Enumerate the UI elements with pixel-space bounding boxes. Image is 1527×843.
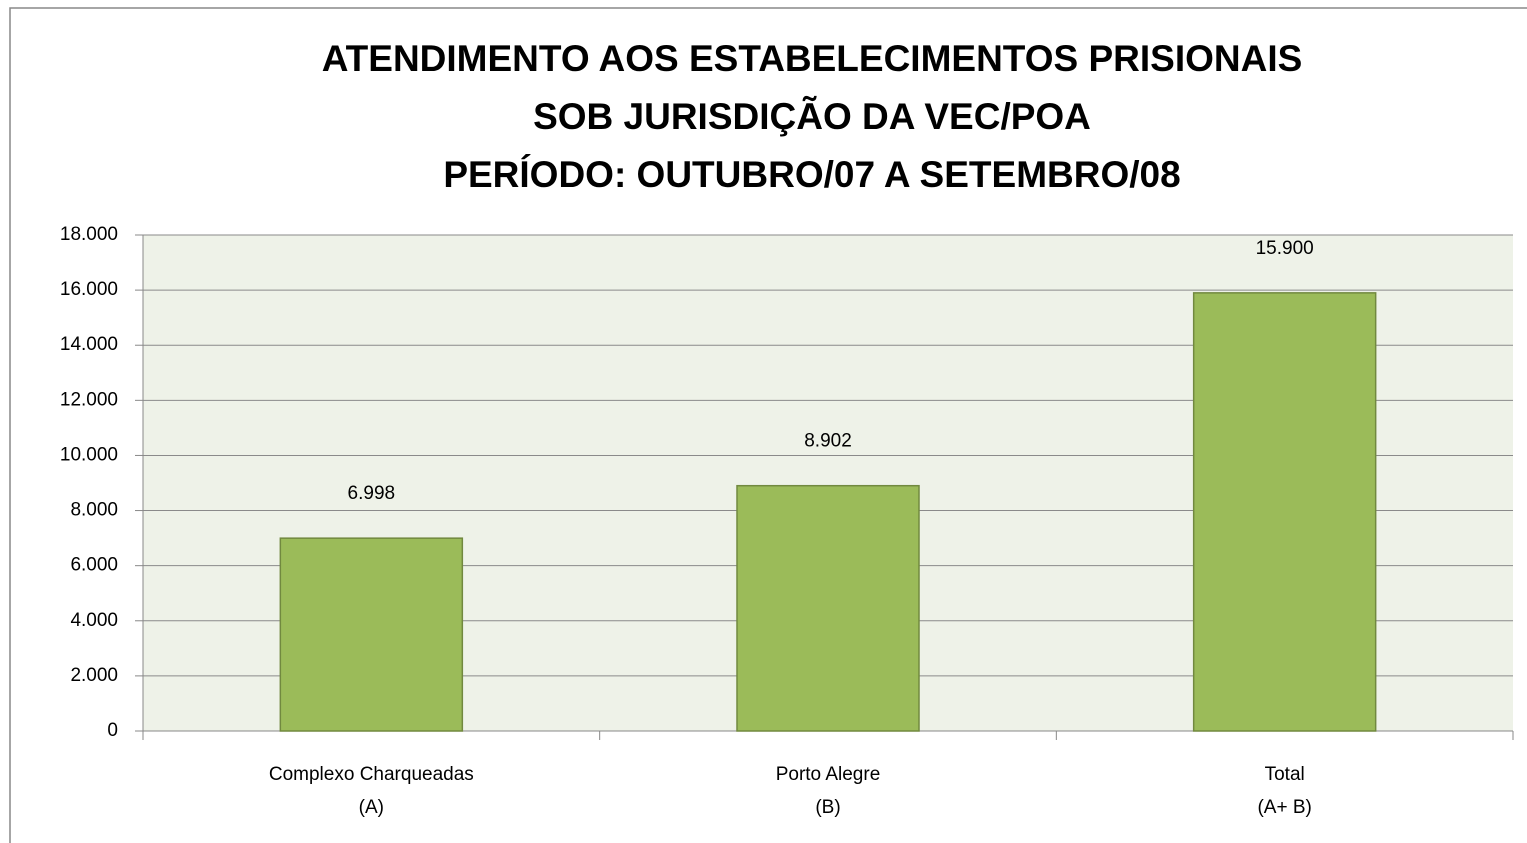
- chart-title: PERÍODO: OUTUBRO/07 A SETEMBRO/08: [443, 154, 1180, 195]
- y-tick-label: 2.000: [70, 665, 118, 686]
- x-tick-label: (B): [815, 797, 840, 818]
- y-tick-label: 12.000: [60, 389, 118, 410]
- x-tick-label: (A): [359, 797, 384, 818]
- y-tick-label: 6.000: [70, 555, 118, 576]
- y-tick-label: 14.000: [60, 334, 118, 355]
- chart-title: ATENDIMENTO AOS ESTABELECIMENTOS PRISION…: [322, 38, 1303, 79]
- x-tick-label: Total: [1265, 764, 1305, 785]
- chart-title: SOB JURISDIÇÃO DA VEC/POA: [533, 95, 1091, 137]
- y-tick-label: 10.000: [60, 444, 118, 465]
- y-tick-label: 8.000: [70, 500, 118, 521]
- bar: [1192, 292, 1377, 732]
- y-tick-label: 16.000: [60, 279, 118, 300]
- x-tick-label: Complexo Charqueadas: [269, 764, 474, 785]
- y-tick-label: 0: [107, 720, 118, 741]
- y-tick-label: 18.000: [60, 224, 118, 245]
- bar: [279, 537, 464, 732]
- data-label: 6.998: [348, 483, 396, 504]
- x-tick-label: (A+ B): [1257, 797, 1311, 818]
- data-label: 15.900: [1256, 238, 1314, 259]
- data-label: 8.902: [804, 431, 852, 452]
- y-tick-label: 4.000: [70, 610, 118, 631]
- bar: [736, 484, 920, 732]
- x-tick-label: Porto Alegre: [776, 764, 881, 785]
